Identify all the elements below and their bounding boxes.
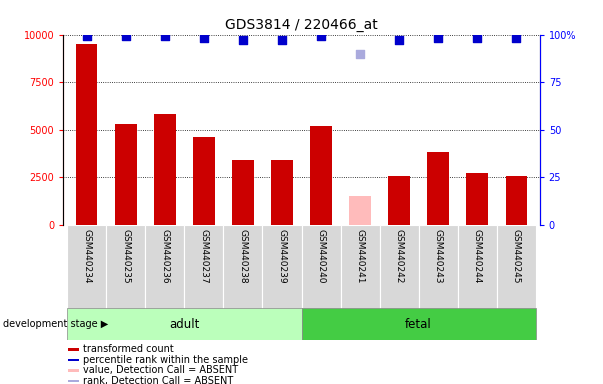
Point: [355, 51, 365, 57]
Text: fetal: fetal: [405, 318, 432, 331]
Bar: [311, 126, 332, 225]
Bar: [428, 152, 449, 225]
Bar: [349, 196, 371, 225]
Bar: [302, 225, 341, 309]
Bar: [67, 225, 106, 309]
Bar: [76, 44, 98, 225]
Text: GSM440236: GSM440236: [160, 229, 169, 283]
Bar: [68, 380, 78, 382]
Bar: [68, 359, 78, 361]
Text: transformed count: transformed count: [83, 344, 174, 354]
Text: development stage ▶: development stage ▶: [3, 319, 109, 329]
Point: [511, 35, 521, 41]
Title: GDS3814 / 220466_at: GDS3814 / 220466_at: [225, 18, 378, 32]
Text: GSM440242: GSM440242: [394, 229, 403, 283]
Bar: [67, 308, 302, 340]
Text: GSM440245: GSM440245: [512, 229, 521, 283]
Bar: [223, 225, 262, 309]
Bar: [154, 114, 175, 225]
Bar: [232, 160, 254, 225]
Text: GSM440235: GSM440235: [121, 229, 130, 283]
Bar: [302, 308, 536, 340]
Point: [82, 33, 92, 40]
Point: [434, 35, 443, 41]
Text: adult: adult: [169, 318, 200, 331]
Point: [199, 35, 209, 41]
Text: GSM440240: GSM440240: [317, 229, 326, 283]
Text: percentile rank within the sample: percentile rank within the sample: [83, 355, 248, 365]
Text: value, Detection Call = ABSENT: value, Detection Call = ABSENT: [83, 366, 238, 376]
Bar: [145, 225, 185, 309]
Bar: [418, 225, 458, 309]
Point: [238, 37, 248, 43]
Text: rank, Detection Call = ABSENT: rank, Detection Call = ABSENT: [83, 376, 233, 384]
Bar: [262, 225, 302, 309]
Text: GSM440234: GSM440234: [82, 229, 91, 283]
Point: [472, 35, 482, 41]
Point: [394, 37, 404, 43]
Bar: [380, 225, 418, 309]
Bar: [271, 160, 292, 225]
Bar: [106, 225, 145, 309]
Point: [316, 33, 326, 40]
Bar: [341, 225, 380, 309]
Bar: [68, 348, 78, 351]
Point: [121, 33, 131, 40]
Point: [160, 33, 169, 40]
Bar: [115, 124, 136, 225]
Point: [277, 37, 287, 43]
Text: GSM440239: GSM440239: [277, 229, 286, 283]
Bar: [467, 173, 488, 225]
Bar: [497, 225, 536, 309]
Bar: [193, 137, 215, 225]
Bar: [388, 176, 410, 225]
Bar: [458, 225, 497, 309]
Text: GSM440244: GSM440244: [473, 229, 482, 283]
Bar: [505, 176, 527, 225]
Bar: [185, 225, 223, 309]
Text: GSM440243: GSM440243: [434, 229, 443, 283]
Text: GSM440238: GSM440238: [238, 229, 247, 283]
Text: GSM440241: GSM440241: [356, 229, 365, 283]
Text: GSM440237: GSM440237: [200, 229, 209, 283]
Bar: [68, 369, 78, 372]
